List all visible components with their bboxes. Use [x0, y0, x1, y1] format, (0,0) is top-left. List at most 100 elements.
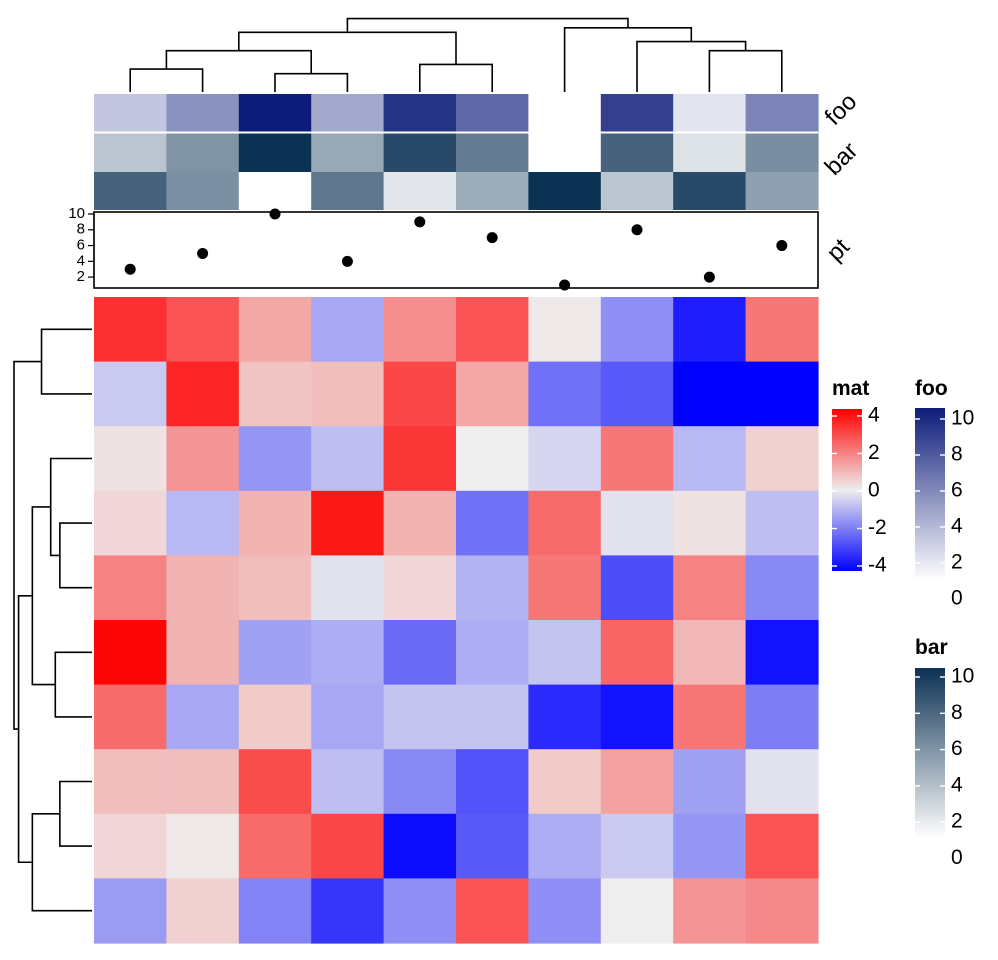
heatmap-cell — [456, 620, 529, 686]
heatmap-cell — [94, 878, 167, 944]
heatmap-cell — [383, 426, 457, 492]
heatmap-cell — [166, 361, 240, 427]
heatmap-cell — [673, 361, 747, 427]
heatmap-cell — [600, 426, 674, 492]
heatmap-cell — [311, 878, 385, 944]
heatmap-cell — [600, 297, 674, 363]
annotation-bar-cell — [383, 133, 457, 172]
legend-mat-tick-label: 2 — [868, 441, 880, 464]
heatmap-cell — [600, 555, 674, 621]
annotation-pt-label: pt — [822, 233, 855, 266]
heatmap-cell — [745, 878, 819, 944]
legend-foo-tick-label: 10 — [951, 407, 974, 430]
heatmap-cell — [238, 749, 312, 815]
legend-bar-tick-label: 2 — [951, 810, 963, 833]
heatmap-cell — [745, 426, 819, 492]
pt-point — [631, 224, 643, 236]
heatmap-cell — [238, 684, 312, 750]
annotation-foo-cell — [311, 94, 385, 132]
heatmap-cell — [94, 361, 167, 427]
pt-axis-tick-label: 2 — [77, 268, 85, 285]
annotation-bar-cell — [600, 133, 674, 172]
pt-axis-tick-label: 6 — [77, 237, 85, 254]
heatmap-cell — [311, 749, 385, 815]
legend-bar-tick-label: 6 — [951, 737, 963, 760]
heatmap-cell — [673, 426, 747, 492]
legend-mat-tick-label: -2 — [868, 516, 887, 539]
heatmap-cell — [745, 555, 819, 621]
heatmap-cell — [456, 426, 529, 492]
annotation-bar-cell — [238, 133, 312, 172]
heatmap-cell — [383, 684, 457, 750]
annotation-bar-cell — [311, 172, 385, 210]
heatmap-cell — [600, 878, 674, 944]
heatmap-cell — [238, 878, 312, 944]
heatmap-cell — [745, 361, 819, 427]
legend-foo-tick-label: 0 — [951, 587, 963, 610]
heatmap-cell — [383, 878, 457, 944]
heatmap-cell — [311, 361, 385, 427]
annotation-foo-cell — [166, 94, 240, 132]
column-dendrogram-link — [636, 40, 747, 92]
annotation-bar-cell — [456, 172, 529, 210]
legend-bar-title: bar — [915, 636, 948, 659]
column-dendrogram-link — [563, 26, 693, 92]
row-dendrogram-link — [49, 457, 92, 557]
heatmap-cell — [528, 878, 602, 944]
heatmap-cell — [456, 361, 529, 427]
heatmap-cell — [600, 620, 674, 686]
pt-point — [341, 255, 353, 267]
heatmap-cell — [456, 684, 529, 750]
heatmap-cell — [600, 813, 674, 879]
heatmap-cell — [528, 361, 602, 427]
column-dendrogram-link — [165, 49, 312, 74]
pt-point — [703, 271, 715, 283]
heatmap-cell — [673, 684, 747, 750]
legend-foo-tick-label: 8 — [951, 443, 963, 466]
annotation-foo-cell — [528, 94, 602, 132]
heatmap-cell — [166, 878, 240, 944]
heatmap-cell — [528, 490, 602, 556]
heatmap-cell — [456, 555, 529, 621]
heatmap-cell — [745, 490, 819, 556]
heatmap-cell — [238, 426, 312, 492]
column-dendrogram-link — [238, 31, 457, 65]
annotation-bar-label: bar — [820, 137, 864, 181]
heatmap-cell — [673, 749, 747, 815]
row-dendrogram-link — [17, 594, 33, 864]
heatmap-cell — [383, 620, 457, 686]
legend-foo-tick-label: 2 — [951, 551, 963, 574]
row-dendrogram-link — [13, 360, 42, 730]
annotation-foo-cell — [745, 94, 819, 132]
heatmap-cell — [166, 813, 240, 879]
heatmap-cell — [528, 749, 602, 815]
column-dendrogram-link — [708, 49, 783, 92]
heatmap-cell — [745, 813, 819, 879]
legend-foo-title: foo — [915, 377, 948, 400]
annotation-bar-cell — [238, 172, 312, 210]
annotation-bar-cell — [166, 172, 240, 210]
heatmap-cell — [166, 297, 240, 363]
row-dendrogram-link — [54, 651, 92, 718]
heatmap-cell — [456, 878, 529, 944]
heatmap-cell — [673, 813, 747, 879]
heatmap-cell — [94, 490, 167, 556]
legend-mat-title: mat — [832, 377, 869, 400]
heatmap-cell — [94, 749, 167, 815]
heatmap-cell — [238, 361, 312, 427]
heatmap-cell — [94, 620, 167, 686]
heatmap-cell — [238, 555, 312, 621]
row-dendrogram-link — [59, 780, 92, 847]
pt-point — [124, 263, 136, 275]
annotation-bar-cell — [383, 172, 457, 210]
heatmap-cell — [745, 620, 819, 686]
heatmap-cell — [383, 749, 457, 815]
legend-mat-tick-label: 0 — [868, 479, 880, 502]
pt-point — [414, 216, 426, 228]
heatmap-cell — [311, 297, 385, 363]
heatmap-cell — [456, 813, 529, 879]
annotation-bar-cell — [528, 133, 602, 172]
heatmap-cell — [166, 555, 240, 621]
